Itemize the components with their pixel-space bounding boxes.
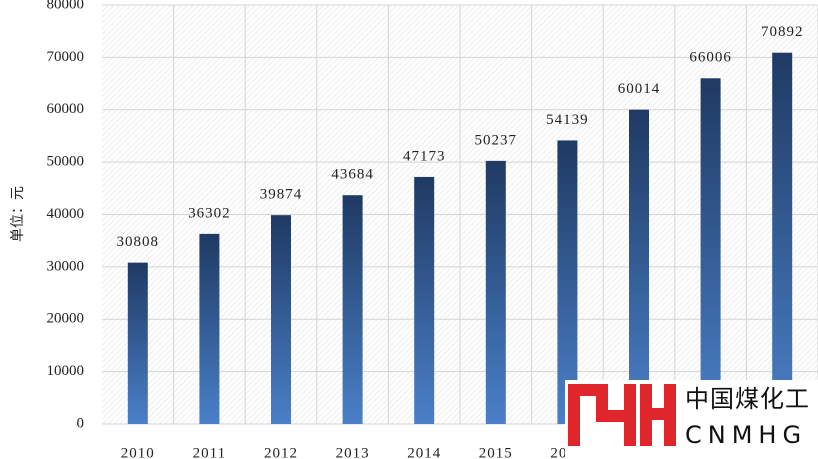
y-tick-label: 70000 [47,49,85,65]
y-axis-label: 单位：元 [10,186,26,242]
data-label: 70892 [761,24,804,40]
data-label: 43684 [331,167,374,183]
watermark-name: 中国煤化工 [685,385,810,413]
data-label: 54139 [546,112,589,128]
x-tick-label: 2014 [407,445,441,459]
data-label: 50237 [475,132,518,148]
watermark-logo [568,384,676,446]
y-tick-label: 80000 [47,0,85,12]
y-tick-label: 50000 [47,154,85,170]
data-label: 47173 [403,148,446,164]
y-tick-label: 40000 [47,206,85,222]
y-tick-label: 10000 [47,363,85,379]
y-tick-label: 30000 [47,258,85,274]
data-label: 66006 [689,50,732,66]
data-label: 39874 [260,187,303,203]
x-tick-label: 2010 [121,445,155,459]
bar [557,140,578,424]
bar [485,160,506,424]
data-label: 60014 [618,81,661,97]
y-tick-label: 60000 [47,101,85,117]
x-tick-label: 2011 [193,445,226,459]
watermark: 中国煤化工 CNMHG [565,380,818,459]
data-label: 36302 [188,205,231,221]
bar [127,262,148,424]
bar [414,176,435,424]
watermark-latin: CNMHG [685,421,807,449]
y-tick-label: 0 [77,415,85,431]
bar [629,109,649,425]
x-tick-label: 2015 [479,445,513,459]
bar [342,195,363,424]
x-tick-label: 2012 [264,445,298,459]
data-label: 30808 [117,234,160,250]
x-tick-label: 2013 [336,445,370,459]
bar [271,215,291,424]
bar [700,78,721,424]
y-tick-label: 20000 [47,311,85,327]
bar [199,233,220,424]
bar [772,52,793,424]
